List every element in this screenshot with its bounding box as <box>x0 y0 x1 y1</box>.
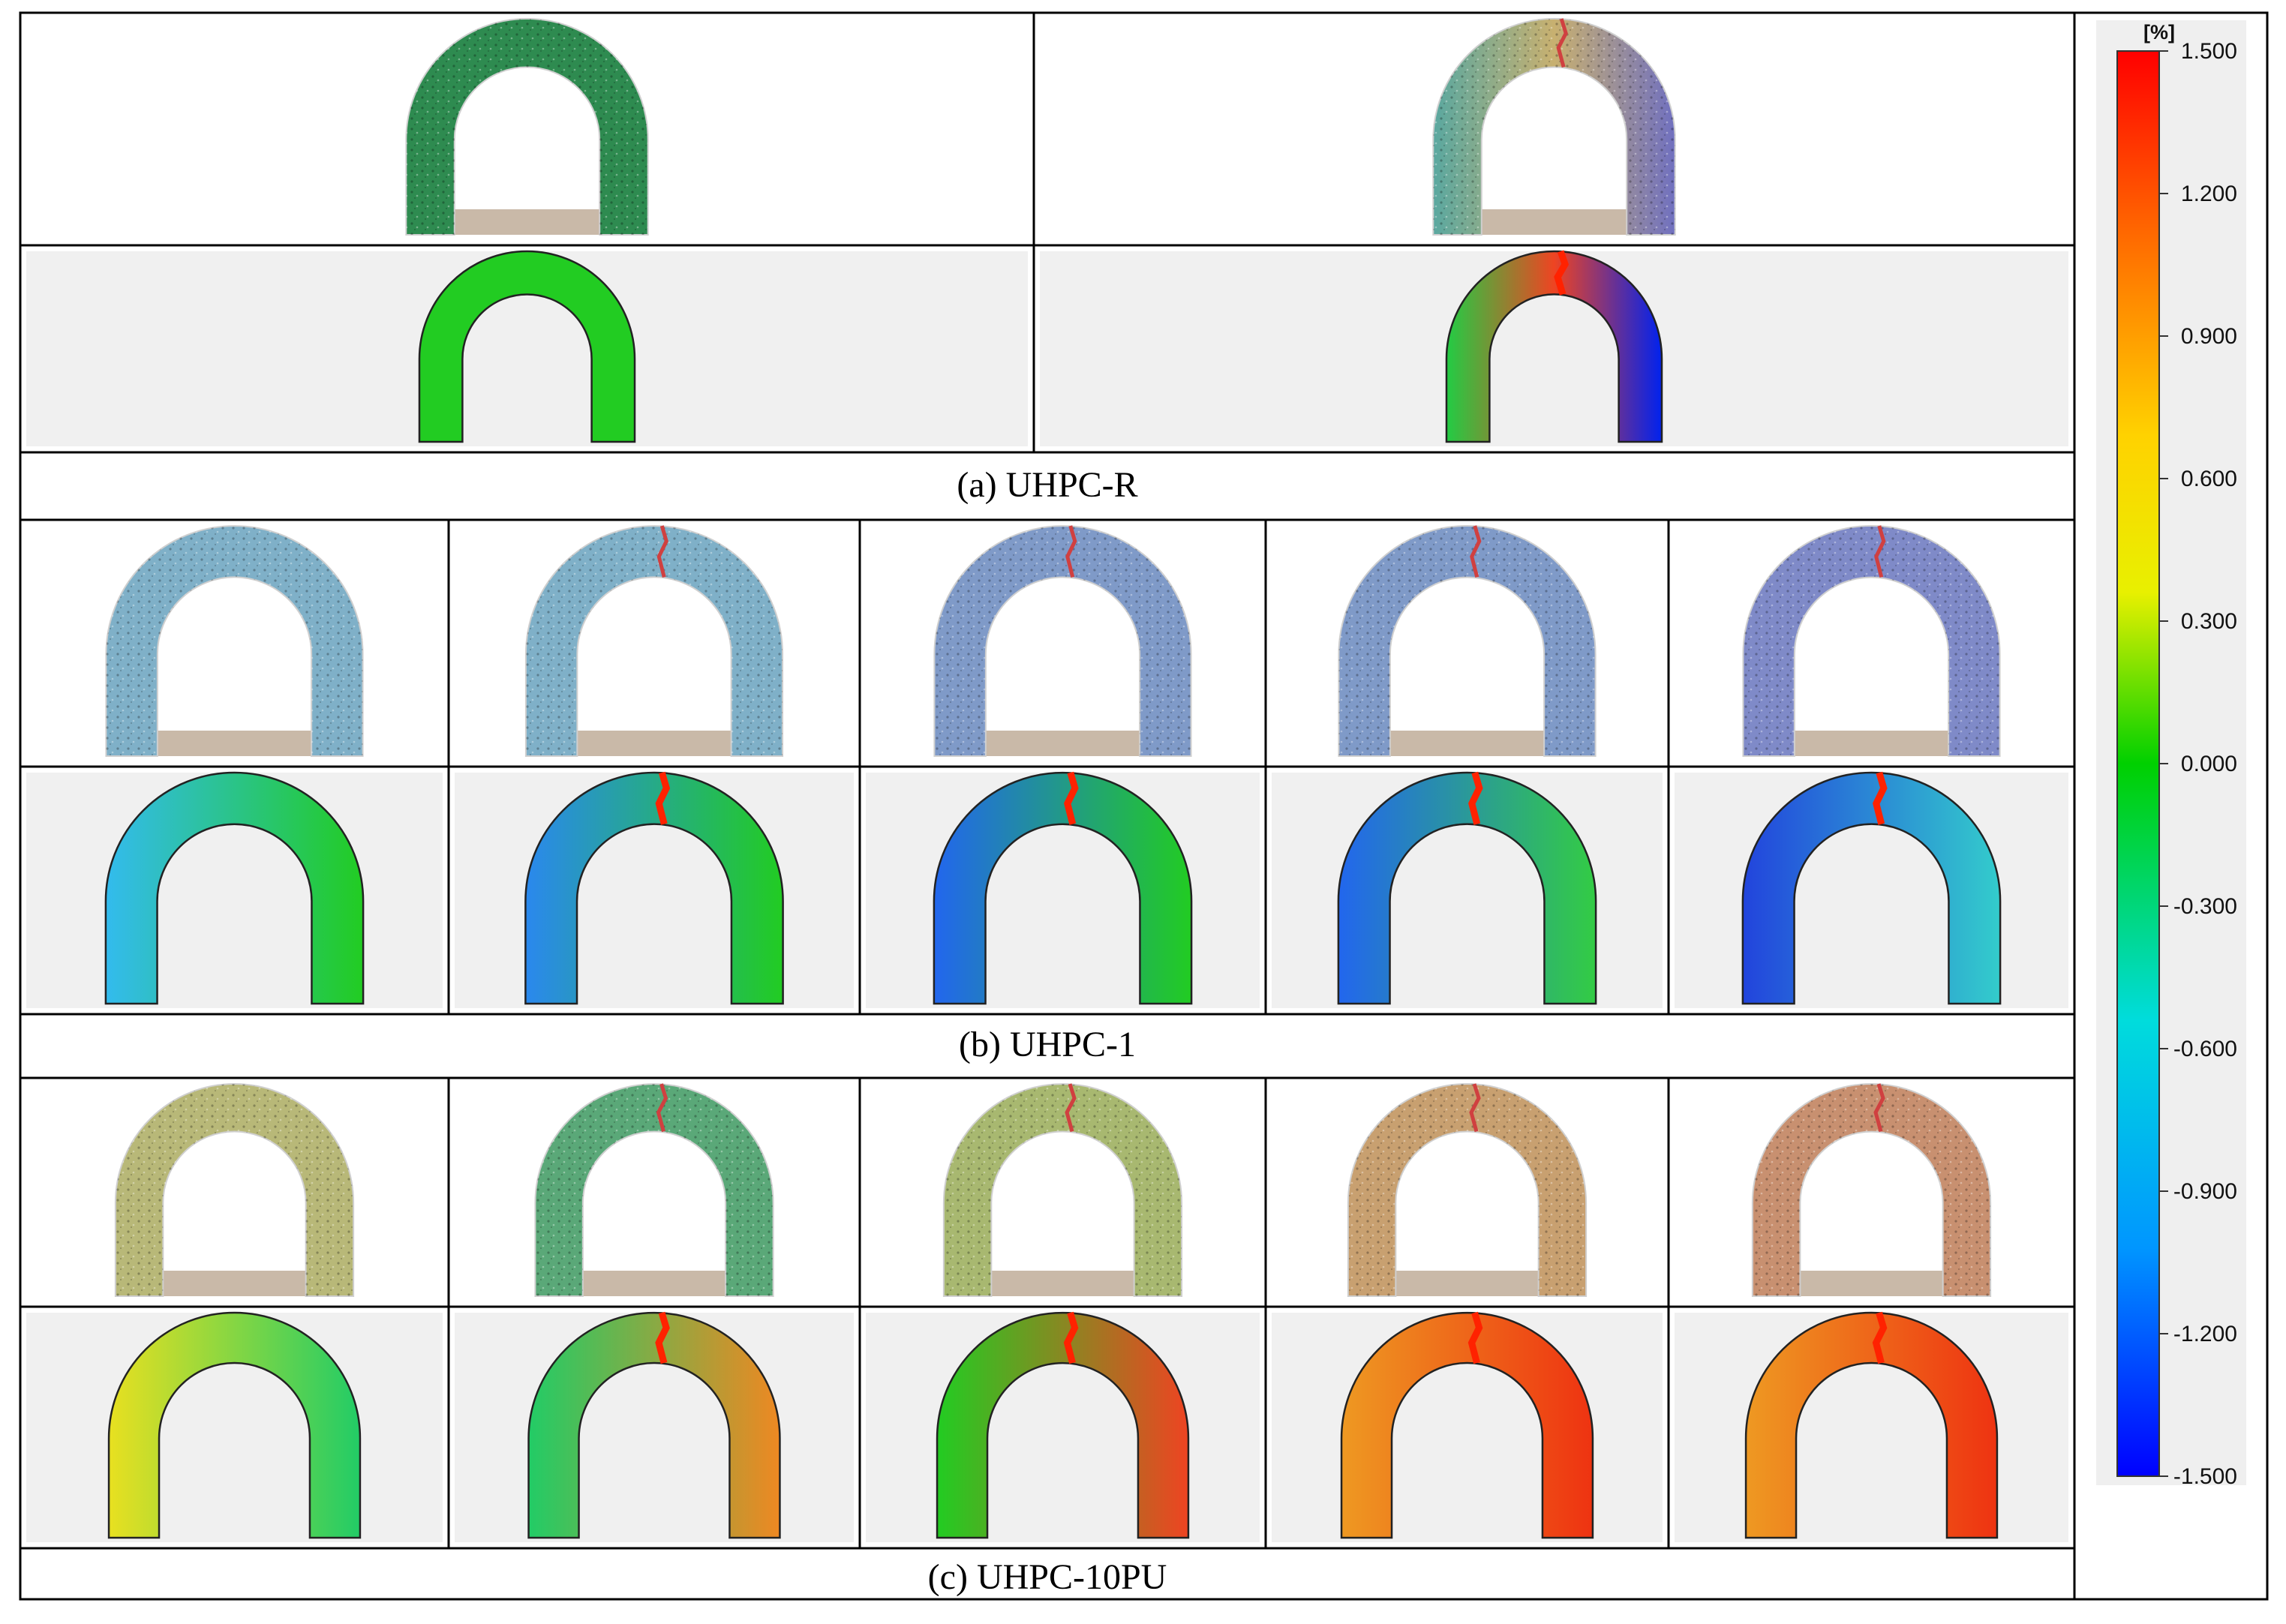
uhpc-r-strain-failure <box>1040 250 2068 446</box>
uhpc-1-strain-stage-5-body <box>1741 771 2002 1005</box>
uhpc-10pu-photo-stage-2-crack <box>656 1083 668 1133</box>
uhpc-1-strain-stage-4-crack <box>1468 771 1483 825</box>
uhpc-10pu-photo-stage-1 <box>26 1083 443 1301</box>
uhpc-r-photo-initial-speckle <box>406 19 648 236</box>
colorbar-tick-label: -1.200 <box>2173 1322 2237 1346</box>
uhpc-10pu-strain-stage-5-crack <box>1872 1311 1888 1364</box>
colorbar-tick-label: 0.600 <box>2181 467 2237 491</box>
colorbar-tick-label: 0.900 <box>2181 324 2237 349</box>
colorbar-tick-label: -0.600 <box>2173 1037 2237 1061</box>
uhpc-10pu-strain-stage-1-body <box>107 1311 362 1539</box>
uhpc-10pu-photo-stage-4 <box>1272 1083 1663 1301</box>
uhpc-1-strain-stage-2 <box>455 771 854 1008</box>
uhpc-r-strain-failure-crack <box>1554 250 1570 296</box>
uhpc-1-photo-stage-2-speckle <box>525 526 783 756</box>
uhpc-1-photo-stage-4 <box>1272 525 1663 761</box>
colorbar-tick-label: -0.900 <box>2173 1179 2237 1204</box>
uhpc-1-photo-stage-2 <box>455 525 854 761</box>
uhpc-1-photo-stage-3-crack <box>1065 525 1077 578</box>
uhpc-1-strain-stage-1 <box>26 771 443 1008</box>
uhpc-r-photo-initial <box>26 18 1028 239</box>
colorbar-tick-label: 0.300 <box>2181 609 2237 634</box>
uhpc-1-photo-stage-4-crack <box>1470 525 1482 578</box>
uhpc-r-strain-failure-body <box>1445 250 1663 443</box>
colorbar-tick-label: 1.500 <box>2181 39 2237 64</box>
uhpc-10pu-photo-stage-5-speckle <box>1752 1083 1991 1296</box>
uhpc-r-photo-failure-crack <box>1556 18 1568 68</box>
uhpc-1-strain-stage-4 <box>1272 771 1663 1008</box>
colorbar-unit: [%] <box>2143 21 2175 44</box>
colorbar-tick-label: -0.300 <box>2173 894 2237 919</box>
uhpc-1-strain-stage-5 <box>1675 771 2068 1008</box>
uhpc-1-strain-stage-1-body <box>104 771 365 1005</box>
caption-uhpc-r: (a) UHPC-R <box>957 465 1137 505</box>
uhpc-1-photo-stage-2-crack <box>656 525 668 578</box>
uhpc-10pu-strain-stage-3 <box>866 1311 1260 1542</box>
uhpc-r-strain-initial <box>26 250 1028 446</box>
uhpc-10pu-strain-stage-4 <box>1272 1311 1663 1542</box>
uhpc-1-strain-stage-3 <box>866 771 1260 1008</box>
uhpc-10pu-photo-stage-3-crack <box>1065 1083 1077 1133</box>
uhpc-1-photo-stage-1-speckle <box>106 526 363 756</box>
uhpc-1-photo-stage-5-crack <box>1874 525 1886 578</box>
colorbar-tick-label: 0.000 <box>2181 752 2237 776</box>
uhpc-1-strain-stage-3-body <box>933 771 1193 1005</box>
caption-uhpc-1: (b) UHPC-1 <box>959 1025 1136 1064</box>
uhpc-10pu-strain-stage-5 <box>1675 1311 2068 1542</box>
uhpc-10pu-strain-stage-2 <box>455 1311 854 1542</box>
uhpc-1-photo-stage-4-speckle <box>1338 526 1596 756</box>
uhpc-1-photo-stage-5 <box>1675 525 2068 761</box>
uhpc-10pu-photo-stage-3-speckle <box>943 1084 1182 1296</box>
uhpc-r-photo-failure <box>1040 18 2068 239</box>
uhpc-1-photo-stage-5-speckle <box>1743 525 2000 756</box>
uhpc-10pu-photo-stage-4-crack <box>1469 1083 1481 1133</box>
uhpc-10pu-photo-stage-3 <box>866 1083 1260 1301</box>
uhpc-1-strain-stage-5-crack <box>1873 771 1888 825</box>
uhpc-10pu-strain-stage-4-crack <box>1467 1311 1483 1364</box>
uhpc-10pu-photo-stage-1-speckle <box>115 1084 354 1296</box>
uhpc-1-strain-stage-2-crack <box>655 771 671 825</box>
figure-grid <box>19 11 2269 1601</box>
uhpc-1-strain-stage-3-crack <box>1064 771 1079 825</box>
colorbar-ticks: 1.500 1.200 0.900 0.600 0.300 0.000 -0.300 -0.6… <box>2159 39 2237 1489</box>
uhpc-10pu-strain-stage-4-body <box>1340 1311 1594 1539</box>
uhpc-1-strain-stage-2-body <box>524 771 784 1005</box>
caption-uhpc-10pu: (c) UHPC-10PU <box>928 1557 1167 1597</box>
colorbar-tick-label: 1.200 <box>2181 182 2237 206</box>
uhpc-10pu-photo-stage-4-speckle <box>1347 1084 1587 1296</box>
uhpc-1-photo-stage-3 <box>866 525 1260 761</box>
uhpc-10pu-photo-stage-5 <box>1675 1083 2068 1301</box>
uhpc-r-photo-failure-speckle <box>1433 19 1675 236</box>
uhpc-10pu-strain-stage-3-crack <box>1063 1311 1079 1364</box>
uhpc-r-strain-initial-body <box>418 250 636 443</box>
colorbar-ramp <box>2116 50 2160 1477</box>
uhpc-10pu-photo-stage-2 <box>455 1083 854 1301</box>
uhpc-10pu-strain-stage-2-crack <box>655 1311 670 1364</box>
colorbar-tick-label: -1.500 <box>2173 1464 2237 1489</box>
uhpc-1-photo-stage-3-speckle <box>934 526 1191 756</box>
uhpc-10pu-photo-stage-2-speckle <box>535 1084 774 1296</box>
uhpc-10pu-strain-stage-2-body <box>527 1311 781 1539</box>
colorbar: [%] 1.500 1.200 0.900 0.600 0.300 0.000 -0.300… <box>2096 20 2246 1489</box>
uhpc-1-photo-stage-1 <box>26 525 443 761</box>
uhpc-10pu-strain-stage-5-body <box>1744 1311 1999 1539</box>
uhpc-10pu-photo-stage-5-crack <box>1873 1083 1885 1133</box>
uhpc-10pu-strain-stage-3-body <box>936 1311 1190 1539</box>
uhpc-10pu-strain-stage-1 <box>26 1311 443 1542</box>
arch-specimens <box>26 18 2068 1542</box>
uhpc-1-strain-stage-4-body <box>1337 771 1597 1005</box>
